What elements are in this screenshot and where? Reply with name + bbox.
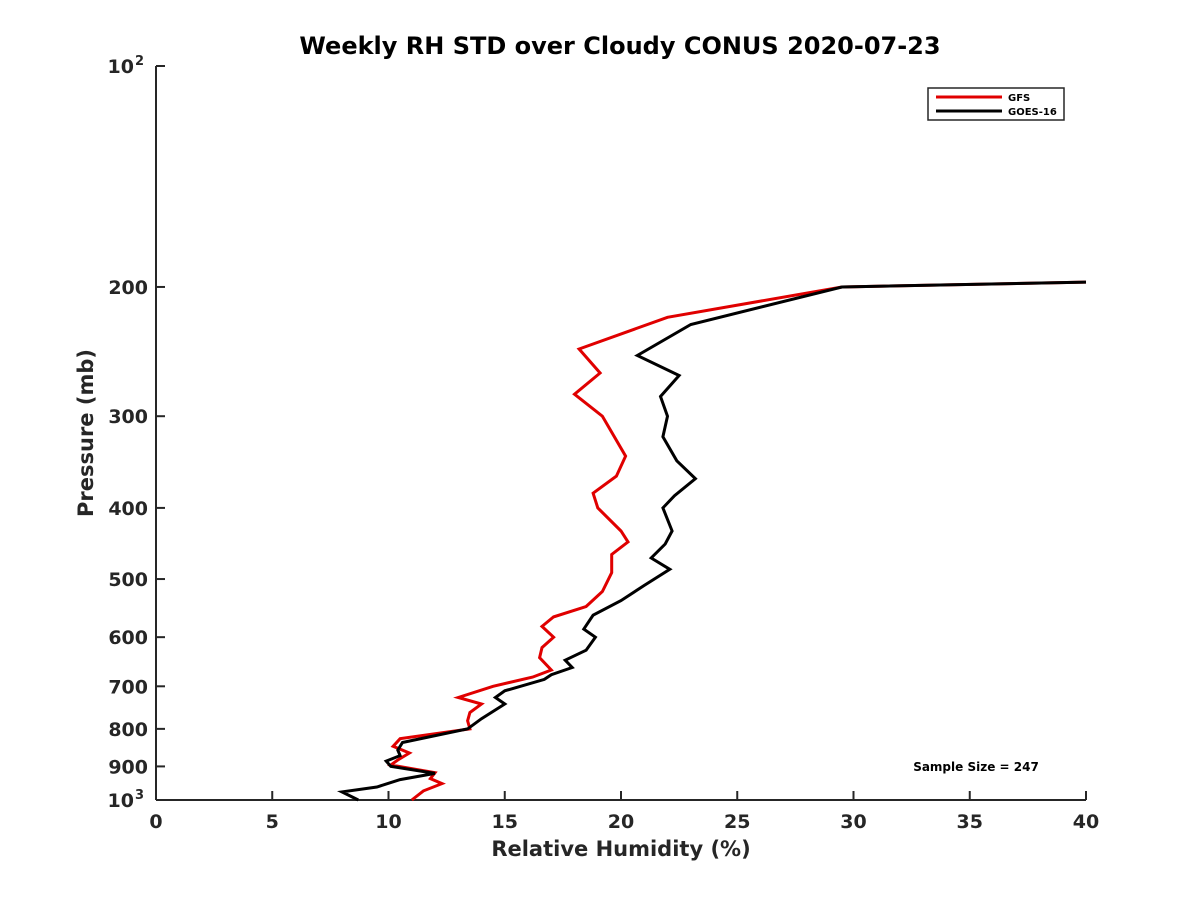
x-tick-label: 20 [608,811,634,833]
y-tick-label: 800 [108,719,148,741]
legend-box [927,87,1065,121]
y-tick-label: 500 [108,569,148,591]
y-tick-label: 200 [108,277,148,299]
series-line-goes-16 [336,280,1087,802]
y-tick-label: 900 [108,756,148,778]
y-tick-exponent: 3 [135,788,144,803]
x-tick-label: 35 [957,811,983,833]
y-tick-label: 400 [108,498,148,520]
x-tick-label: 40 [1073,811,1099,833]
x-axis-label: Relative Humidity (%) [491,837,750,861]
legend-entry-goes-16: GOES-16 [1008,107,1057,118]
x-tick-label: 30 [840,811,866,833]
y-tick-label: 700 [108,676,148,698]
y-axis-label: Pressure (mb) [74,349,98,517]
y-tick-exponent: 2 [135,54,144,69]
y-tick-label: 600 [108,627,148,649]
y-tick-label: 10 [108,56,134,78]
x-ticks: 0 5 10 15 20 25 30 35 40 [149,791,1099,833]
x-tick-label: 0 [149,811,162,833]
x-tick-label: 10 [375,811,401,833]
y-tick-label: 10 [108,790,134,812]
series-line-gfs [387,280,1087,802]
chart-title: Weekly RH STD over Cloudy CONUS 2020-07-… [299,32,940,60]
legend-entry-gfs: GFS [1008,93,1030,104]
legend: GFS GOES-16 [927,87,1065,121]
x-tick-label: 5 [266,811,279,833]
y-tick-label: 300 [108,406,148,428]
x-tick-label: 15 [492,811,518,833]
sample-size-annotation: Sample Size = 247 [913,760,1039,774]
x-tick-label: 25 [724,811,750,833]
series-lines [336,280,1087,802]
